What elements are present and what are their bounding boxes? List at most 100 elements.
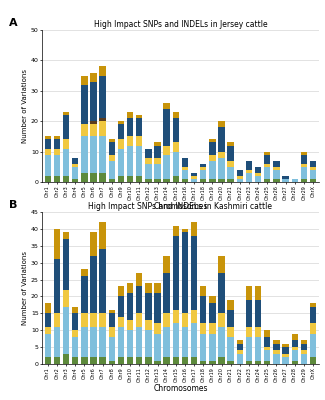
- Bar: [246, 337, 252, 361]
- Bar: [227, 300, 234, 310]
- Bar: [63, 148, 69, 176]
- Bar: [63, 290, 69, 306]
- Bar: [310, 306, 316, 324]
- Bar: [118, 124, 124, 140]
- Bar: [200, 296, 206, 324]
- Bar: [246, 286, 252, 300]
- Bar: [246, 327, 252, 337]
- Bar: [81, 124, 87, 136]
- Bar: [191, 176, 197, 179]
- Bar: [209, 334, 215, 361]
- Bar: [301, 350, 307, 354]
- Bar: [63, 354, 69, 364]
- Bar: [109, 310, 115, 313]
- Bar: [246, 161, 252, 170]
- Bar: [301, 164, 307, 167]
- Bar: [182, 313, 188, 327]
- Bar: [54, 155, 60, 176]
- Bar: [200, 167, 206, 170]
- Text: B: B: [9, 200, 18, 210]
- Bar: [237, 340, 243, 344]
- Bar: [54, 313, 60, 327]
- Bar: [45, 155, 51, 176]
- Bar: [282, 347, 289, 354]
- Bar: [182, 229, 188, 232]
- Bar: [163, 313, 170, 327]
- Bar: [273, 170, 280, 179]
- Bar: [173, 142, 179, 152]
- Bar: [127, 136, 133, 146]
- Bar: [264, 152, 270, 155]
- Bar: [173, 357, 179, 364]
- Bar: [191, 324, 197, 357]
- Bar: [45, 327, 51, 334]
- Bar: [301, 152, 307, 155]
- Bar: [200, 334, 206, 361]
- Bar: [90, 357, 97, 364]
- Bar: [54, 259, 60, 313]
- Bar: [237, 176, 243, 179]
- Bar: [90, 232, 97, 256]
- Bar: [72, 337, 78, 357]
- Bar: [154, 283, 161, 293]
- Bar: [118, 121, 124, 124]
- Bar: [218, 179, 225, 182]
- Bar: [154, 146, 161, 158]
- Bar: [81, 85, 87, 124]
- Bar: [54, 229, 60, 259]
- Bar: [310, 324, 316, 334]
- Bar: [109, 140, 115, 142]
- Title: High Impact SNPs and INDELs in Jersey cattle: High Impact SNPs and INDELs in Jersey ca…: [94, 20, 267, 29]
- Bar: [127, 283, 133, 293]
- Bar: [109, 361, 115, 364]
- Bar: [310, 161, 316, 167]
- Y-axis label: Number of Variations: Number of Variations: [22, 251, 28, 325]
- Text: A: A: [9, 18, 18, 28]
- Bar: [273, 340, 280, 344]
- Bar: [99, 327, 106, 357]
- Bar: [90, 124, 97, 136]
- Bar: [109, 142, 115, 155]
- Bar: [136, 118, 142, 136]
- Bar: [237, 344, 243, 350]
- Bar: [136, 176, 142, 182]
- Bar: [90, 136, 97, 173]
- Y-axis label: Number of Variations: Number of Variations: [22, 69, 28, 143]
- Bar: [292, 350, 298, 361]
- Bar: [99, 313, 106, 327]
- Bar: [45, 136, 51, 140]
- Bar: [227, 327, 234, 337]
- Bar: [200, 361, 206, 364]
- Bar: [136, 136, 142, 146]
- Bar: [99, 249, 106, 313]
- Bar: [292, 361, 298, 364]
- Bar: [182, 179, 188, 182]
- Bar: [154, 334, 161, 361]
- Bar: [127, 357, 133, 364]
- Bar: [209, 361, 215, 364]
- Bar: [282, 179, 289, 182]
- Bar: [255, 286, 261, 300]
- Bar: [237, 179, 243, 182]
- Bar: [218, 121, 225, 127]
- Bar: [200, 179, 206, 182]
- Bar: [81, 327, 87, 357]
- Bar: [310, 170, 316, 179]
- Bar: [63, 140, 69, 148]
- Bar: [163, 357, 170, 364]
- Bar: [72, 164, 78, 167]
- Bar: [163, 327, 170, 357]
- Bar: [72, 313, 78, 330]
- Bar: [227, 146, 234, 161]
- Bar: [99, 118, 106, 121]
- Bar: [273, 354, 280, 364]
- Legend: splice_donor_variant, stop_gained, splice_acceptor_variant, start_lost, frameshi: splice_donor_variant, stop_gained, splic…: [101, 248, 260, 262]
- Title: High Impact SNPs and INDELs in Kashmiri cattle: High Impact SNPs and INDELs in Kashmiri …: [88, 202, 272, 211]
- Bar: [191, 222, 197, 236]
- Bar: [282, 176, 289, 179]
- Bar: [99, 66, 106, 76]
- Bar: [127, 320, 133, 330]
- Bar: [282, 357, 289, 364]
- Bar: [99, 357, 106, 364]
- Bar: [218, 158, 225, 179]
